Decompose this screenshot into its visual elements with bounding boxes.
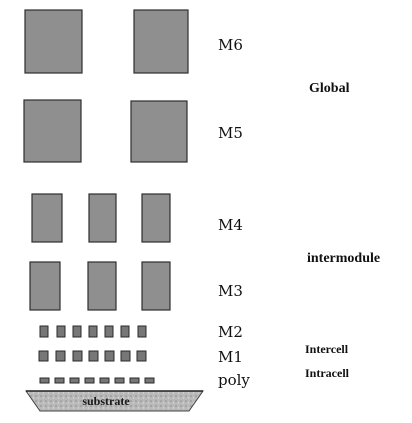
m2-wire (120, 325, 130, 338)
intercell-category-label: Intercell (305, 342, 349, 356)
m1-wire (72, 350, 83, 362)
m6-wire (24, 9, 83, 74)
poly-label: poly (218, 371, 250, 389)
m2-label: M2 (218, 323, 243, 341)
m2-wire (104, 325, 114, 338)
m5-wires (23, 99, 188, 163)
intracell-category-label: Intracell (305, 366, 350, 380)
m2-wire (137, 325, 147, 338)
m3-label: M3 (218, 282, 243, 300)
m3-wire (29, 261, 61, 311)
m1-wire (38, 350, 49, 362)
m4-wire (31, 193, 63, 243)
m1-wire (104, 350, 115, 362)
m2-wires (39, 325, 147, 338)
m2-wire (39, 325, 49, 338)
m4-wire (141, 193, 171, 243)
poly-wire (144, 377, 155, 384)
poly-wire (54, 377, 65, 384)
poly-wire (84, 377, 95, 384)
m6-wires (24, 9, 189, 74)
m2-wire (56, 325, 66, 338)
m3-wire (87, 261, 117, 311)
poly-wire (99, 377, 110, 384)
m1-label: M1 (218, 348, 243, 366)
substrate: substrate (25, 390, 204, 412)
m6-wire (133, 9, 189, 74)
m3-wires (29, 261, 171, 311)
m4-wire (88, 193, 117, 243)
m1-wire (55, 350, 66, 362)
poly-wire (129, 377, 140, 384)
m4-wires (31, 193, 171, 243)
m3-wire (141, 261, 171, 311)
intermodule-category-label: intermodule (307, 251, 380, 266)
poly-wire (114, 377, 125, 384)
poly-wires (39, 377, 155, 384)
m1-wire (88, 350, 99, 362)
m5-wire (130, 100, 188, 163)
m1-wires (38, 350, 147, 362)
global-category-label: Global (309, 81, 350, 96)
m5-label: M5 (218, 124, 243, 142)
poly-wire (39, 377, 50, 384)
substrate-label: substrate (82, 394, 130, 408)
m4-label: M4 (218, 216, 243, 234)
m2-wire (72, 325, 82, 338)
m1-wire (136, 350, 147, 362)
poly-wire (69, 377, 80, 384)
m2-wire (88, 325, 98, 338)
m1-wire (120, 350, 131, 362)
m6-label: M6 (218, 36, 243, 54)
m5-wire (23, 99, 82, 163)
